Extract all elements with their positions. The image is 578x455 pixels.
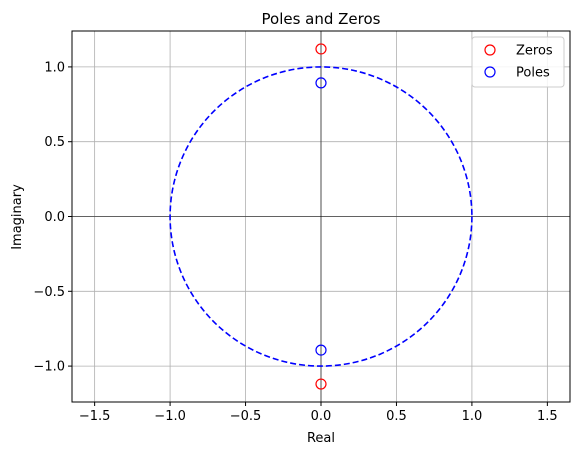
y-axis-label: Imaginary <box>10 184 25 250</box>
x-tick-label: 1.0 <box>462 409 483 424</box>
x-tick-label: −0.5 <box>230 409 262 424</box>
x-tick-label: −1.0 <box>154 409 186 424</box>
y-tick-label: 0.5 <box>44 135 65 150</box>
poles-marker <box>315 344 327 356</box>
x-tick-label: 0.0 <box>311 409 332 424</box>
y-tick-label: −0.5 <box>33 285 65 300</box>
y-tick-label: 1.0 <box>44 60 65 75</box>
x-axis-label: Real <box>307 431 335 446</box>
poles-marker <box>315 77 327 89</box>
x-tick-label: 1.5 <box>537 409 558 424</box>
legend: Zeros Poles <box>471 36 565 88</box>
y-tick-label: 0.0 <box>44 210 65 225</box>
y-tick-label: −1.0 <box>33 360 65 375</box>
zeros-marker <box>315 43 327 55</box>
unit-circle <box>169 66 473 367</box>
legend-label-poles: Poles <box>516 66 550 81</box>
plot-area: −1.5 −1.0 −0.5 0.0 0.5 1.0 1.5 1.0 0.5 0.0 −0.5 −1.… <box>33 30 571 424</box>
x-tick-label: 0.5 <box>386 409 407 424</box>
legend-label-zeros: Zeros <box>516 44 553 59</box>
chart-title: Poles and Zeros <box>262 10 381 28</box>
zeros-marker <box>315 378 327 390</box>
x-tick-label: −1.5 <box>79 409 111 424</box>
legend-marker-zeros <box>484 44 496 56</box>
legend-marker-poles <box>484 66 496 78</box>
